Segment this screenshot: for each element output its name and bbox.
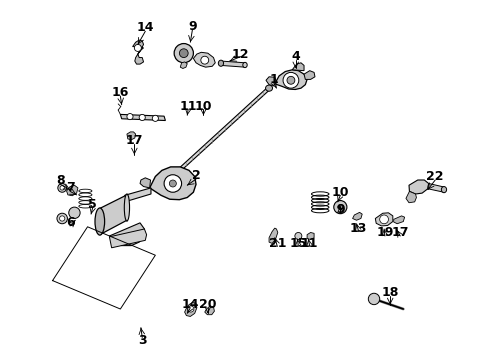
Polygon shape [428, 184, 444, 192]
Circle shape [69, 207, 80, 219]
Text: 2: 2 [192, 169, 200, 182]
Circle shape [134, 44, 141, 51]
Polygon shape [127, 132, 136, 140]
Polygon shape [375, 213, 393, 226]
Polygon shape [292, 63, 304, 71]
Text: 17: 17 [125, 134, 143, 147]
Circle shape [295, 233, 302, 239]
Polygon shape [304, 71, 315, 80]
Polygon shape [109, 229, 147, 248]
Text: 13: 13 [350, 222, 368, 235]
Polygon shape [125, 188, 151, 202]
Text: 18: 18 [382, 286, 399, 299]
Polygon shape [109, 223, 145, 246]
Text: 22: 22 [426, 170, 444, 183]
Ellipse shape [266, 85, 272, 91]
Polygon shape [194, 52, 215, 67]
Circle shape [283, 72, 299, 88]
Polygon shape [149, 167, 196, 200]
Text: 10: 10 [332, 186, 349, 199]
Ellipse shape [219, 60, 223, 66]
Circle shape [164, 175, 182, 192]
Polygon shape [140, 178, 150, 188]
Polygon shape [353, 212, 362, 220]
Polygon shape [269, 228, 278, 243]
Text: 12: 12 [232, 48, 249, 60]
Circle shape [287, 76, 295, 84]
Polygon shape [266, 77, 276, 86]
Circle shape [60, 186, 64, 190]
Text: 5: 5 [88, 198, 97, 211]
Text: 11: 11 [179, 100, 197, 113]
Circle shape [58, 184, 67, 192]
Circle shape [201, 56, 209, 64]
Polygon shape [133, 40, 144, 64]
Circle shape [174, 44, 194, 63]
Text: 8: 8 [56, 174, 65, 187]
Text: 16: 16 [112, 86, 129, 99]
Circle shape [57, 213, 68, 224]
Circle shape [334, 201, 347, 214]
Circle shape [60, 216, 65, 221]
Text: 9: 9 [188, 19, 197, 32]
Text: 11: 11 [301, 237, 318, 250]
Circle shape [179, 49, 188, 58]
Polygon shape [180, 62, 187, 68]
Ellipse shape [243, 62, 247, 68]
Text: 7: 7 [66, 181, 74, 194]
Text: 14: 14 [182, 298, 199, 311]
Polygon shape [205, 306, 215, 315]
Text: 17: 17 [392, 226, 409, 239]
Polygon shape [307, 233, 314, 239]
Polygon shape [409, 180, 429, 194]
Text: 14: 14 [137, 21, 154, 34]
Polygon shape [121, 114, 166, 121]
Polygon shape [406, 192, 416, 203]
Polygon shape [185, 302, 197, 316]
Ellipse shape [441, 186, 446, 193]
Polygon shape [221, 61, 245, 67]
Circle shape [368, 293, 380, 305]
Text: 10: 10 [195, 100, 212, 113]
Text: 15: 15 [290, 237, 307, 250]
Text: 6: 6 [66, 216, 74, 229]
Ellipse shape [124, 194, 129, 221]
Text: 20: 20 [199, 298, 217, 311]
Polygon shape [100, 195, 127, 235]
Text: 4: 4 [292, 50, 300, 63]
Text: 19: 19 [376, 226, 393, 239]
Ellipse shape [95, 208, 105, 235]
Polygon shape [67, 185, 78, 196]
Polygon shape [275, 70, 307, 90]
Text: 3: 3 [138, 334, 147, 347]
Polygon shape [393, 216, 405, 224]
Circle shape [152, 115, 158, 121]
Circle shape [127, 113, 133, 120]
Circle shape [188, 306, 194, 312]
Polygon shape [157, 86, 269, 192]
Circle shape [380, 215, 389, 224]
Circle shape [170, 180, 176, 187]
Text: 1: 1 [270, 73, 278, 86]
Circle shape [338, 204, 343, 210]
Circle shape [139, 114, 146, 121]
Text: 9: 9 [336, 203, 344, 216]
Text: 21: 21 [269, 237, 286, 250]
